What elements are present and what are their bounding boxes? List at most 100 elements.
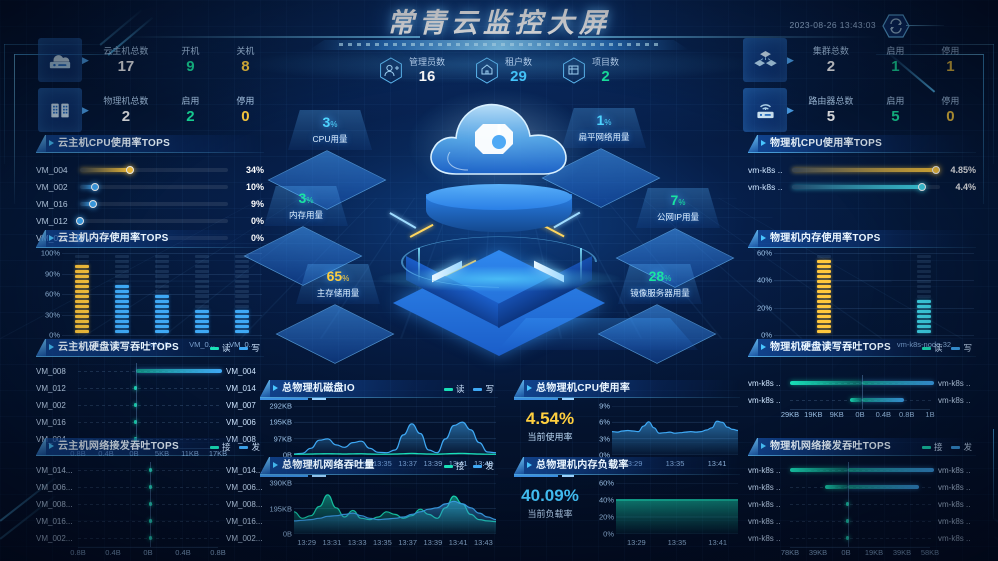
card-arrow-icon: ▶ [82, 54, 89, 65]
panel-vm-mem-tops: 云主机内存使用率TOPS 100%90%60%30%0%VM_0...VM_0.… [36, 230, 264, 349]
legend-item: 读 [209, 342, 230, 354]
row-value: 34% [245, 164, 264, 175]
bar-read [825, 485, 848, 489]
stat-card-physical-hosts[interactable]: ▶ 物理机总数 2 启用 2 停用 0 [38, 88, 263, 132]
bar-read [790, 468, 848, 472]
progress-row: vm-k8s .. 4.4% [748, 178, 976, 195]
refresh-icon[interactable] [882, 14, 910, 38]
chart-svg [293, 482, 497, 535]
bidirectional-row: VM_014... VM_014... [36, 462, 264, 479]
bar-segment [115, 320, 129, 323]
bar-segment [195, 320, 209, 323]
progress-row: VM_016 9% [36, 195, 264, 212]
gridline [774, 335, 974, 336]
legend-swatch [473, 464, 483, 468]
bar-segment [917, 320, 931, 323]
legend-swatch [239, 445, 249, 449]
physical-host-icon [38, 88, 82, 132]
y-tick: 40% [756, 275, 772, 285]
bar-column [62, 253, 102, 335]
row-track [790, 462, 934, 479]
stat-card-clusters[interactable]: ▶ 集群总数 2 启用 1 停用 1 [743, 38, 968, 82]
panel-host-cpu-usage: 总物理机CPU使用率 4.54% 当前使用率 9%6%3%0%13:2913:3… [514, 380, 740, 468]
panel-underline [748, 247, 976, 248]
bar-segment [115, 260, 129, 263]
bar-segment [75, 305, 89, 308]
stat-value: 0 [946, 108, 955, 125]
zero-axis [150, 530, 151, 547]
legend-label: 发 [251, 442, 260, 452]
panel-legend: 接发 [443, 460, 494, 472]
bar-segment [115, 280, 129, 283]
stat-card-cloud-hosts[interactable]: ▶ 云主机总数 17 开机 9 关机 8 [38, 38, 263, 82]
bar-segment [115, 305, 129, 308]
zero-axis [135, 363, 137, 380]
y-tick: 97KB [273, 434, 292, 444]
bar-segment [235, 320, 249, 323]
row-label-right: VM_016... [226, 517, 263, 526]
bar-segment [155, 325, 169, 328]
panel-legend: 接发 [921, 441, 972, 453]
bar-rows: VM_008 VM_004 VM_012 VM_014 VM_002 VM_007 VM_0… [36, 363, 264, 448]
bar-segment [155, 315, 169, 318]
bar-segment [195, 285, 209, 288]
timestamp: 2023-08-26 13:43:03 [789, 20, 876, 30]
panel-title: 云主机硬盘读写吞吐TOPS [58, 342, 179, 353]
bar-segment [817, 260, 831, 263]
bar-segment [75, 285, 89, 288]
legend-label: 写 [963, 343, 972, 353]
bar-segment [817, 270, 831, 273]
progress-knob [931, 165, 940, 174]
legend-item: 发 [239, 441, 260, 453]
stat-label: 停用 [941, 96, 960, 106]
bar-segment [917, 300, 931, 303]
legend-item: 写 [951, 342, 972, 354]
panel-arrow-icon [761, 140, 766, 146]
stat-label: 启用 [181, 96, 200, 106]
bar-segment [817, 315, 831, 318]
bar-segment [817, 320, 831, 323]
progress-fill [792, 167, 936, 172]
bar-column [874, 253, 974, 335]
panel-phy-disk-tops: 物理机硬盘读写吞吐TOPS 读写 vm-k8s .. vm-k8s .. vm-k8… [748, 339, 976, 421]
y-axis: 100% 90% 60% 30% 0% [36, 249, 62, 349]
bar-segment [115, 330, 129, 333]
zero-axis [150, 462, 151, 479]
stat-value: 2 [826, 58, 836, 75]
bar-segment [115, 295, 129, 298]
bar-segment [75, 290, 89, 293]
dashed-bar [115, 255, 129, 335]
stat-label: 开机 [181, 46, 200, 56]
dashed-bar [155, 255, 169, 335]
bar-segment [195, 295, 209, 298]
panel-title: 总物理机网络吞吐量 [282, 460, 375, 471]
row-track [790, 392, 934, 409]
legend-swatch [921, 445, 931, 449]
bidirectional-row: vm-k8s .. vm-k8s .. [748, 530, 976, 547]
bar-segment [817, 285, 831, 288]
cloud-platform-icon [404, 78, 594, 206]
x-tick: 13:31 [322, 538, 342, 547]
dashed-bar [235, 255, 249, 335]
bar-segment [195, 300, 209, 303]
y-tick: 40% [598, 495, 614, 505]
panel-title: 总物理机CPU使用率 [536, 383, 631, 394]
x-axis: 13:29 13:31 13:33 13:35 13:37 13:39 13:41 13:43 [294, 538, 496, 547]
legend-label: 读 [933, 343, 943, 353]
bar-rows: vm-k8s .. vm-k8s .. vm-k8s .. vm-k8s .. vm-k… [748, 462, 976, 547]
bar-segment [195, 315, 209, 318]
panel-legend: 读写 [209, 342, 260, 354]
stat-card-routers[interactable]: ▶ 路由器总数 5 启用 5 停用 0 [743, 88, 968, 132]
chart-vm-mem-tops: 100%90%60%30%0%VM_0...VM_0...VM_0...VM_0… [36, 249, 264, 349]
legend-swatch [921, 346, 931, 350]
row-baseline [790, 537, 934, 539]
row-value: 9% [250, 198, 264, 209]
progress-fill [80, 167, 131, 172]
panel-underline [748, 455, 976, 456]
bar-segment [917, 260, 931, 263]
row-label-right: VM_006... [226, 483, 263, 492]
bidirectional-row: VM_002 VM_007 [36, 397, 264, 414]
bar-segment [75, 280, 89, 283]
bar-segment [817, 275, 831, 278]
